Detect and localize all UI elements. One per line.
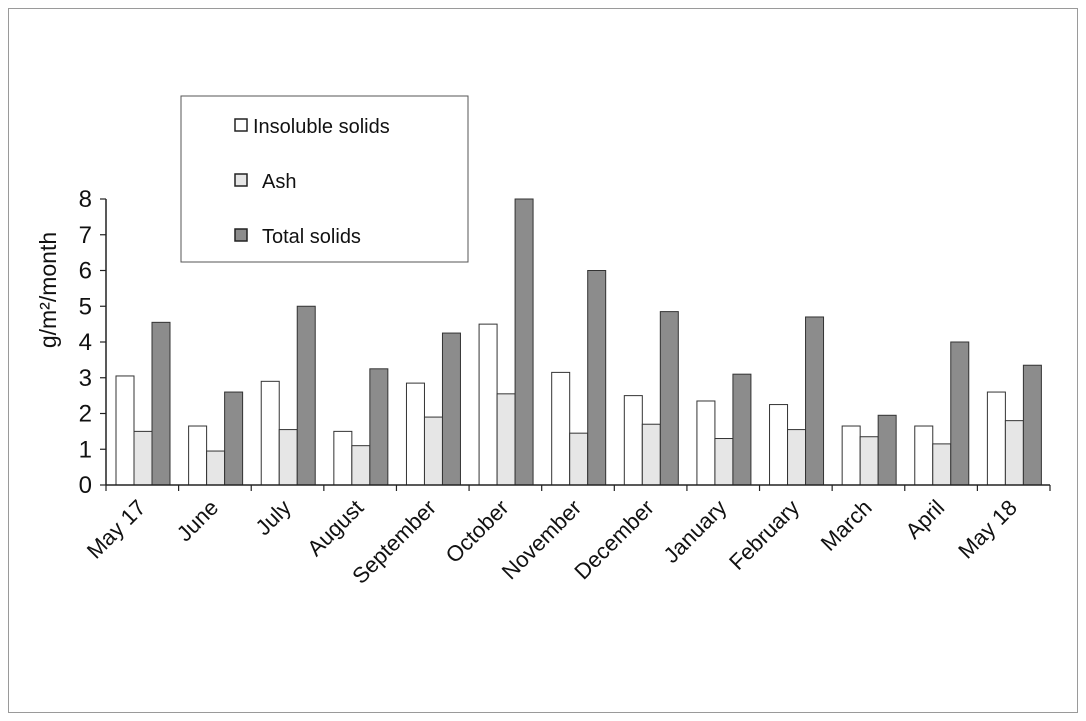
y-tick-label: 7 [79, 222, 92, 249]
bar-ash [569, 432, 589, 486]
bar-insoluble-solids [623, 395, 643, 486]
legend-swatch [234, 228, 248, 242]
legend-swatch [234, 173, 248, 187]
y-axis-label: g/m²/month [35, 232, 61, 348]
y-axis: 0 1 2 3 4 5 6 7 8 [79, 186, 107, 499]
y-tick-label: 3 [79, 365, 92, 392]
bar-ash [932, 443, 952, 486]
bar-total-solids [1022, 364, 1042, 486]
legend-entry: Total solids [262, 226, 361, 248]
bar-total-solids [587, 270, 607, 486]
bar-ash [859, 436, 879, 486]
bar-total-solids [659, 311, 679, 486]
bar-ash [423, 416, 443, 486]
bar-total-solids [732, 373, 752, 486]
y-tick-label: 1 [79, 436, 92, 463]
bar-ash [278, 429, 298, 486]
bar-insoluble-solids [405, 382, 425, 486]
bar-total-solids [296, 305, 316, 486]
bar-insoluble-solids [841, 425, 861, 486]
x-tick-label: April [901, 495, 950, 544]
x-tick-label: February [724, 495, 804, 575]
bar-total-solids [805, 316, 825, 486]
bar-insoluble-solids [478, 323, 498, 486]
bar-total-solids [877, 414, 897, 486]
bar-total-solids [441, 332, 461, 486]
y-tick-label: 6 [79, 258, 92, 285]
bar-total-solids [514, 198, 534, 486]
bar-insoluble-solids [115, 375, 135, 486]
bar-insoluble-solids [260, 380, 280, 486]
x-tick-label: January [658, 495, 731, 568]
bar-total-solids [950, 341, 970, 486]
bar-ash [714, 438, 734, 486]
bar-ash [351, 445, 371, 486]
y-tick-label: 5 [79, 293, 92, 320]
x-tick-label: May 18 [953, 495, 1022, 564]
y-tick-label: 2 [79, 401, 92, 428]
bar-ash [206, 450, 226, 486]
bar-total-solids [224, 391, 244, 486]
bar-ash [787, 429, 807, 486]
bar-total-solids [151, 321, 171, 486]
bar-insoluble-solids [188, 425, 208, 486]
bar-ash [133, 430, 153, 486]
legend-entry: Ash [262, 171, 296, 193]
bar-ash [641, 423, 661, 486]
bar-insoluble-solids [696, 400, 716, 486]
x-tick-label: July [250, 495, 295, 540]
y-tick-label: 0 [79, 472, 92, 499]
bar-ash [1004, 420, 1024, 486]
x-tick-label: March [816, 495, 877, 556]
y-tick-label: 4 [79, 329, 92, 356]
y-tick-label: 8 [79, 186, 92, 213]
bar-insoluble-solids [986, 391, 1006, 486]
x-tick-label: October [441, 495, 514, 568]
bar-insoluble-solids [769, 404, 789, 486]
legend: Insoluble solids Ash Total solids [180, 95, 469, 263]
legend-swatch [234, 118, 248, 132]
bar-insoluble-solids [914, 425, 934, 486]
legend-box [180, 95, 469, 263]
bars [115, 198, 1042, 486]
bar-insoluble-solids [551, 371, 571, 486]
bar-ash [496, 393, 516, 486]
x-tick-label: June [172, 495, 223, 546]
x-tick-label: May 17 [82, 495, 151, 564]
x-tick-label: August [302, 495, 368, 561]
bar-insoluble-solids [333, 430, 353, 486]
bar-total-solids [369, 368, 389, 486]
legend-entry: Insoluble solids [253, 116, 390, 138]
x-tick-label: December [569, 495, 658, 584]
